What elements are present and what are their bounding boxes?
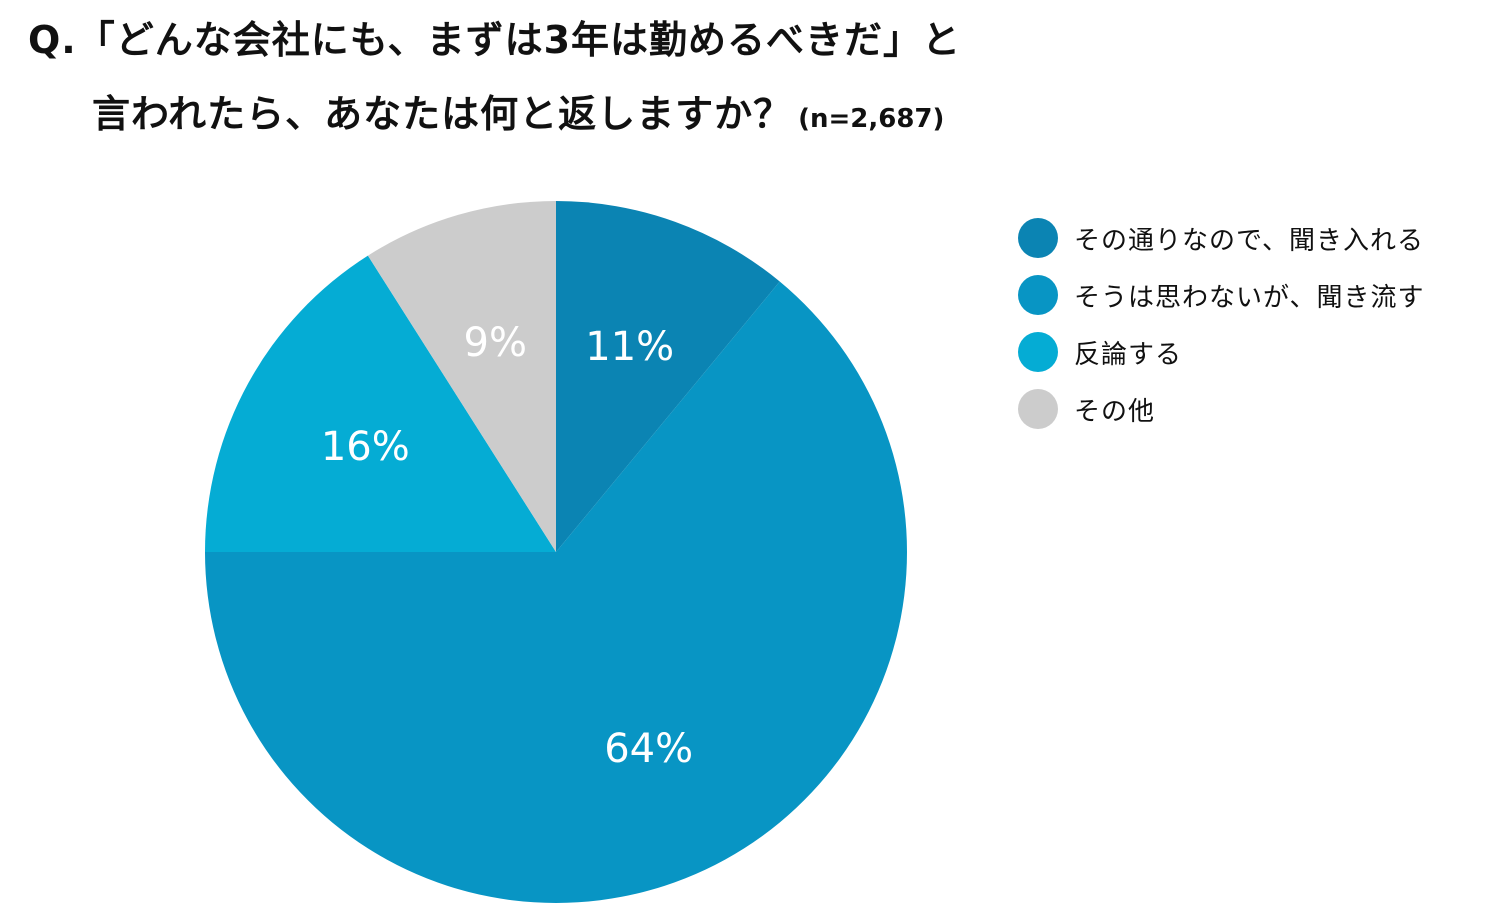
question-title-line-2: 言われたら、あなたは何と返しますか？ (n=2,687) [92, 92, 944, 138]
legend-label-other: その他 [1074, 396, 1156, 427]
legend-item-accept: その通りなので、聞き入れる [1018, 218, 1424, 258]
question-title-line-2-text: 言われたら、あなたは何と返しますか？ [92, 92, 793, 136]
legend-swatch-ignore [1018, 275, 1058, 315]
legend-swatch-other [1018, 389, 1058, 429]
slice-label-other: 9% [464, 320, 527, 366]
legend-item-argue: 反論する [1018, 332, 1424, 372]
question-title-line-1: Q.「どんな会社にも、まずは3年は勤めるべきだ」と [28, 18, 962, 62]
slice-label-ignore: 64% [604, 726, 693, 772]
legend-label-argue: 反論する [1074, 339, 1183, 370]
legend-label-accept: その通りなので、聞き入れる [1074, 225, 1424, 256]
legend-item-ignore: そうは思わないが、聞き流す [1018, 275, 1424, 315]
pie-slice-ignore [205, 281, 907, 904]
pie-slice-other [367, 201, 556, 552]
slice-label-accept: 11% [585, 324, 674, 370]
legend-item-other: その他 [1018, 389, 1424, 429]
pie-slice-argue [205, 255, 556, 552]
sample-size: (n=2,687) [798, 104, 945, 134]
slice-label-argue: 16% [321, 424, 410, 470]
pie-slice-accept [556, 201, 780, 552]
legend-label-ignore: そうは思わないが、聞き流す [1074, 282, 1425, 313]
chart-legend: その通りなので、聞き入れる そうは思わないが、聞き流す 反論する その他 [1018, 218, 1424, 446]
legend-swatch-argue [1018, 332, 1058, 372]
legend-swatch-accept [1018, 218, 1058, 258]
